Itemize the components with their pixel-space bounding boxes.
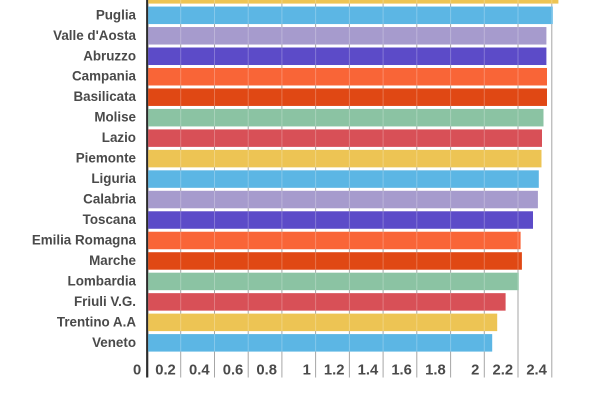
svg-text:2: 2 [471,363,479,379]
svg-text:Molise: Molise [94,110,136,125]
svg-text:0.6: 0.6 [223,363,244,379]
svg-text:Campania: Campania [72,69,137,84]
svg-text:Piemonte: Piemonte [76,151,136,166]
svg-text:Liguria: Liguria [91,171,136,186]
svg-text:Abruzzo: Abruzzo [83,48,136,63]
svg-text:Trentino A.A: Trentino A.A [57,314,136,329]
svg-text:0.8: 0.8 [256,363,277,379]
svg-text:Friuli V.G.: Friuli V.G. [74,294,136,309]
svg-text:1.4: 1.4 [358,363,379,379]
svg-text:0: 0 [133,363,141,379]
svg-text:1: 1 [303,363,311,379]
svg-text:Valle d'Aosta: Valle d'Aosta [53,28,136,43]
svg-text:Lombardia: Lombardia [68,273,137,288]
svg-text:Emilia Romagna: Emilia Romagna [32,232,137,247]
svg-text:Puglia: Puglia [96,7,137,22]
svg-text:Veneto: Veneto [92,335,136,350]
svg-text:0.2: 0.2 [155,363,176,379]
svg-text:Marche: Marche [89,253,136,268]
svg-text:Calabria: Calabria [83,192,136,207]
svg-text:2.2: 2.2 [493,363,514,379]
svg-text:Basilicata: Basilicata [73,89,136,104]
svg-text:1.6: 1.6 [391,363,412,379]
svg-text:Lazio: Lazio [102,130,136,145]
svg-text:1.8: 1.8 [425,363,446,379]
svg-text:Toscana: Toscana [83,212,137,227]
svg-text:0.4: 0.4 [189,363,210,379]
svg-text:2.4: 2.4 [526,363,547,379]
svg-text:1.2: 1.2 [324,363,345,379]
